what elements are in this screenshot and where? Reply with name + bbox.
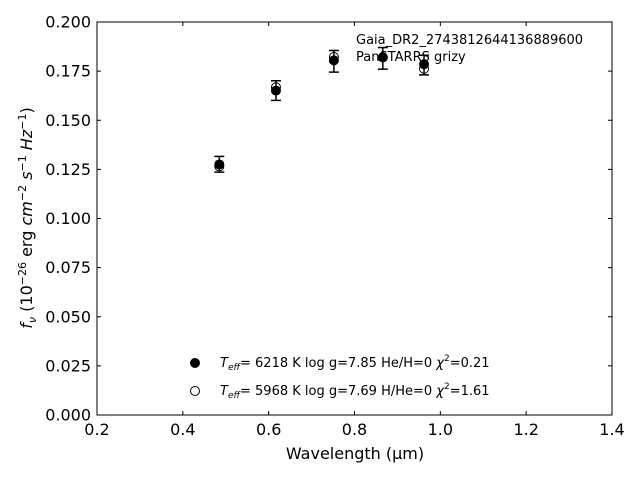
open-model-point bbox=[377, 52, 388, 63]
y-tick-label: 0.150 bbox=[45, 111, 91, 130]
filled-model-point bbox=[270, 85, 281, 96]
annotation-star-id: Gaia_DR2_2743812644136889600 bbox=[356, 33, 583, 48]
y-tick-label: 0.050 bbox=[45, 307, 91, 326]
filled-model-point bbox=[328, 55, 339, 66]
y-axis-title: fν (10−26 erg cm−2 s−1 Hz−1) bbox=[16, 107, 39, 328]
filled-model-point bbox=[214, 159, 225, 170]
y-tick-label: 0.025 bbox=[45, 356, 91, 375]
error-bars bbox=[214, 46, 430, 173]
x-tick-label: 1.0 bbox=[428, 420, 453, 439]
legend-marker-filled bbox=[190, 358, 200, 368]
x-tick-label: 0.6 bbox=[256, 420, 281, 439]
y-tick-label: 0.125 bbox=[45, 160, 91, 179]
legend-marker-open bbox=[190, 386, 200, 396]
x-tick-label: 0.8 bbox=[342, 420, 367, 439]
axis-ticks: 0.2 0.4 0.6 0.8 1.0 1.2 1.4 0.000 0.025 0.050 0.07… bbox=[45, 13, 625, 440]
legend-label-model-1: Teff= 6218 K log g=7.85 He/H=0 χ2=0.21 bbox=[220, 354, 490, 373]
x-tick-label: 0.2 bbox=[84, 420, 109, 439]
legend: Teff= 6218 K log g=7.85 He/H=0 χ2=0.21 T… bbox=[190, 354, 490, 401]
x-tick-label: 0.4 bbox=[170, 420, 195, 439]
y-tick-label: 0.000 bbox=[45, 406, 91, 425]
y-tick-label: 0.200 bbox=[45, 13, 91, 32]
data-points bbox=[214, 51, 430, 172]
open-model-point bbox=[270, 82, 281, 93]
open-model-point bbox=[214, 161, 225, 172]
x-tick-label: 1.4 bbox=[599, 420, 624, 439]
x-tick-label: 1.2 bbox=[513, 420, 538, 439]
open-model-point bbox=[419, 63, 430, 74]
y-tick-label: 0.100 bbox=[45, 209, 91, 228]
open-model-point bbox=[328, 51, 339, 62]
legend-label-model-2: Teff= 5968 K log g=7.69 H/He=0 χ2=1.61 bbox=[220, 382, 490, 401]
x-axis-title: Wavelength (μm) bbox=[286, 444, 424, 463]
annotation-survey: PanSTARRS grizy bbox=[356, 50, 466, 65]
y-tick-label: 0.175 bbox=[45, 62, 91, 81]
y-tick-label: 0.075 bbox=[45, 258, 91, 277]
